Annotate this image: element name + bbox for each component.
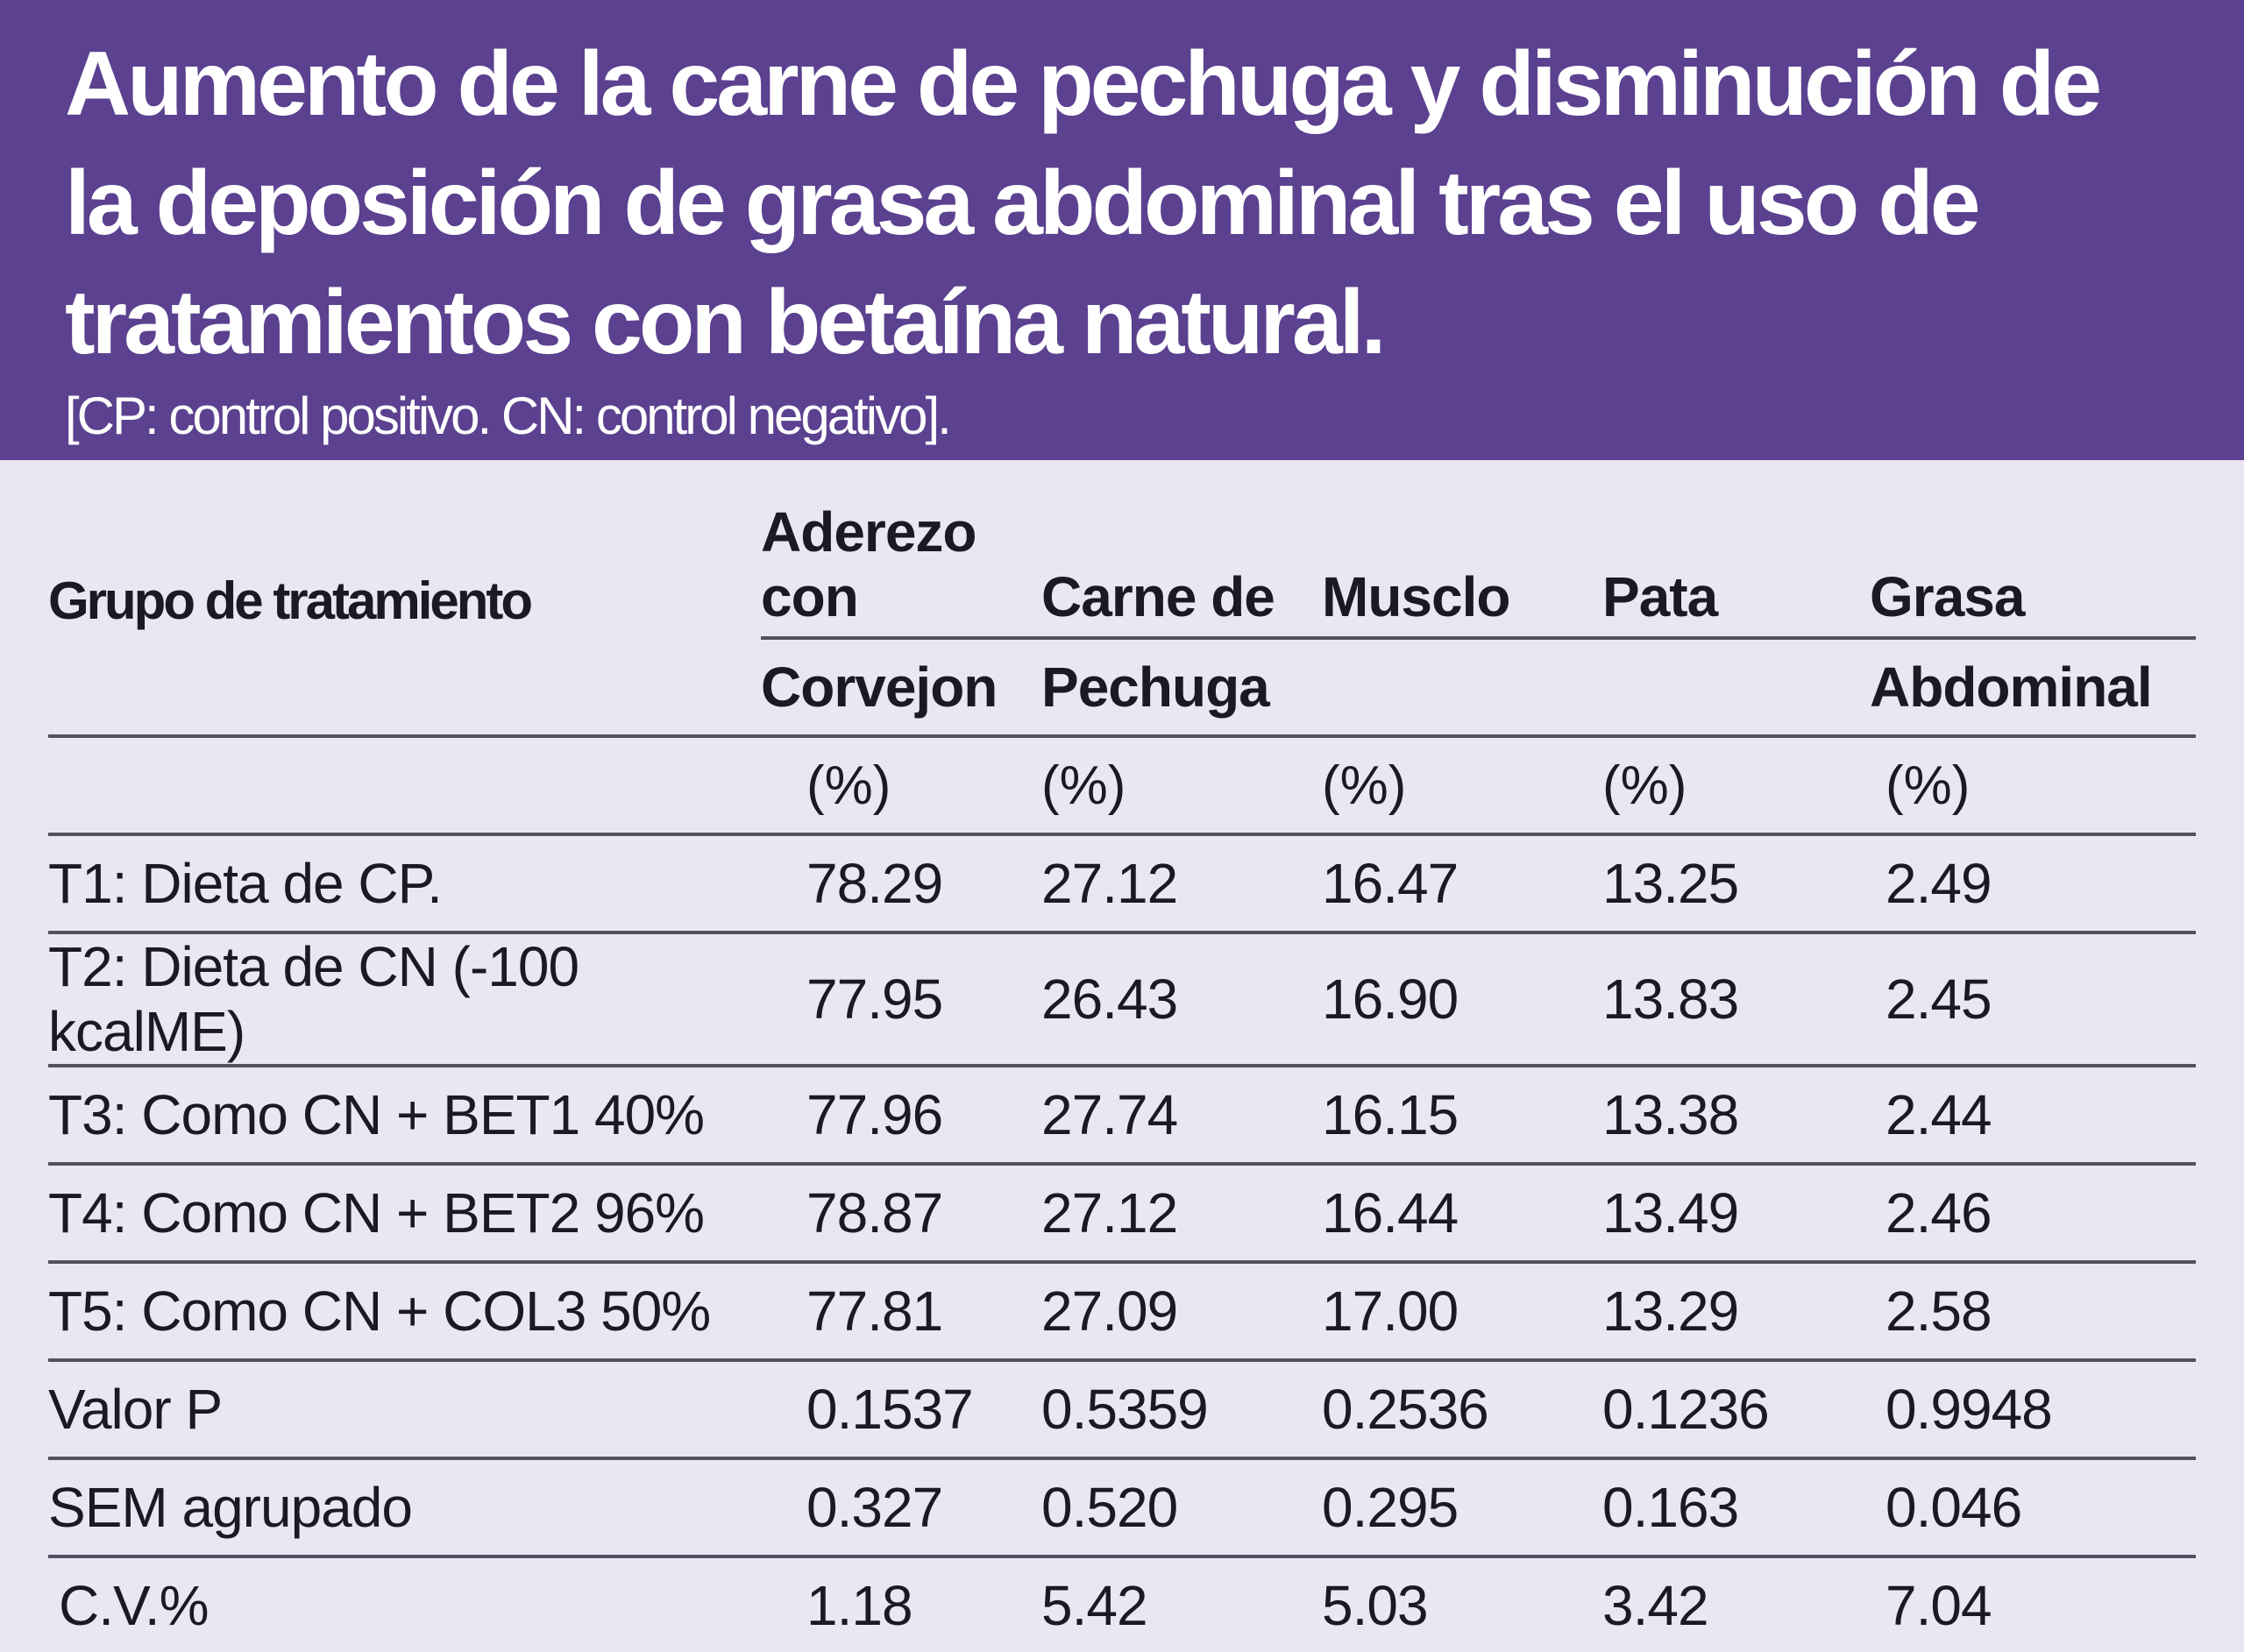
header-col-2-line2: Pechuga xyxy=(1041,638,1322,738)
cell-value-col-2: 26.43 xyxy=(1041,932,1322,1067)
cell-value-col-3: 16.47 xyxy=(1322,834,1602,934)
table-row: T5: Como CN + COL3 50% 77.81 27.09 17.00 13.… xyxy=(48,1262,2196,1362)
cell-value-col-3: 16.15 xyxy=(1322,1066,1602,1166)
header-col-1-line1: Aderezo con xyxy=(761,500,1041,640)
row-label: SEM agrupado xyxy=(48,1458,761,1558)
header-row-2: Corvejon Pechuga Abdominal xyxy=(48,638,2196,738)
results-table-container: Grupo de tratamiento Aderezo con Carne d… xyxy=(48,500,2196,1652)
cell-value-col-3: 5.03 xyxy=(1322,1556,1602,1652)
cell-value-col-3: 0.2536 xyxy=(1322,1360,1602,1460)
row-label: T2: Dieta de CN (-100 kcalME) xyxy=(48,932,761,1067)
cell-value-col-3: 16.90 xyxy=(1322,932,1602,1067)
row-label: T5: Como CN + COL3 50% xyxy=(48,1262,761,1362)
header-col-2-line1: Carne de xyxy=(1041,500,1322,640)
unit-row-empty xyxy=(48,736,761,836)
cell-value-col-5: 2.45 xyxy=(1870,932,2196,1067)
unit-col-1: (%) xyxy=(761,736,1041,836)
row-label: T4: Como CN + BET2 96% xyxy=(48,1164,761,1264)
unit-col-2: (%) xyxy=(1041,736,1322,836)
unit-col-5: (%) xyxy=(1870,736,2196,836)
cell-value-col-2: 27.12 xyxy=(1041,834,1322,934)
header-col-4-line2 xyxy=(1602,638,1870,738)
cell-value-col-4: 13.38 xyxy=(1602,1066,1870,1166)
header-col-1-line2: Corvejon xyxy=(761,638,1041,738)
cell-value-col-1: 78.29 xyxy=(761,834,1041,934)
row-label: Valor P xyxy=(48,1360,761,1460)
table-row: T3: Como CN + BET1 40% 77.96 27.74 16.15 13.… xyxy=(48,1066,2196,1166)
cell-value-col-3: 0.295 xyxy=(1322,1458,1602,1558)
header-col-5-line2: Abdominal xyxy=(1870,638,2196,738)
cell-value-col-4: 13.49 xyxy=(1602,1164,1870,1264)
table-row: SEM agrupado 0.327 0.520 0.295 0.163 0.046 xyxy=(48,1458,2196,1558)
cell-value-col-4: 3.42 xyxy=(1602,1556,1870,1652)
cell-value-col-4: 13.83 xyxy=(1602,932,1870,1067)
cell-value-col-1: 0.327 xyxy=(761,1458,1041,1558)
table-row: T2: Dieta de CN (-100 kcalME) 77.95 26.43 1… xyxy=(48,932,2196,1067)
cell-value-col-3: 17.00 xyxy=(1322,1262,1602,1362)
page-subtitle: [CP: control positivo. CN: control negat… xyxy=(65,386,952,445)
header-row-2-empty xyxy=(48,638,761,738)
cell-value-col-2: 0.5359 xyxy=(1041,1360,1322,1460)
cell-value-col-1: 78.87 xyxy=(761,1164,1041,1264)
table-row: T1: Dieta de CP. 78.29 27.12 16.47 13.25 2.49 xyxy=(48,834,2196,934)
cell-value-col-4: 13.29 xyxy=(1602,1262,1870,1362)
table-row: T4: Como CN + BET2 96% 78.87 27.12 16.44 13.… xyxy=(48,1164,2196,1264)
cell-value-col-2: 27.12 xyxy=(1041,1164,1322,1264)
cell-value-col-2: 27.74 xyxy=(1041,1066,1322,1166)
cell-value-col-2: 0.520 xyxy=(1041,1458,1322,1558)
cell-value-col-5: 0.046 xyxy=(1870,1458,2196,1558)
header-col-3-line2 xyxy=(1322,638,1602,738)
page-title: Aumento de la carne de pechuga y disminu… xyxy=(65,33,2102,373)
table-row: C.V.% 1.18 5.42 5.03 3.42 7.04 xyxy=(48,1556,2196,1652)
header-row-1: Grupo de tratamiento Aderezo con Carne d… xyxy=(48,500,2196,640)
row-label: T3: Como CN + BET1 40% xyxy=(48,1066,761,1166)
cell-value-col-1: 77.95 xyxy=(761,932,1041,1067)
cell-value-col-5: 2.44 xyxy=(1870,1066,2196,1166)
cell-value-col-5: 2.58 xyxy=(1870,1262,2196,1362)
cell-value-col-1: 77.81 xyxy=(761,1262,1041,1362)
cell-value-col-2: 27.09 xyxy=(1041,1262,1322,1362)
cell-value-col-5: 2.46 xyxy=(1870,1164,2196,1264)
cell-value-col-1: 77.96 xyxy=(761,1066,1041,1166)
cell-value-col-4: 13.25 xyxy=(1602,834,1870,934)
cell-value-col-1: 1.18 xyxy=(761,1556,1041,1652)
cell-value-col-5: 7.04 xyxy=(1870,1556,2196,1652)
header-group: Grupo de tratamiento xyxy=(48,571,533,630)
cell-value-col-3: 16.44 xyxy=(1322,1164,1602,1264)
cell-value-col-5: 0.9948 xyxy=(1870,1360,2196,1460)
table-row: Valor P 0.1537 0.5359 0.2536 0.1236 0.9948 xyxy=(48,1360,2196,1460)
row-label: T1: Dieta de CP. xyxy=(48,834,761,934)
cell-value-col-4: 0.163 xyxy=(1602,1458,1870,1558)
row-label: C.V.% xyxy=(48,1556,761,1652)
header-col-5-line1: Grasa xyxy=(1870,500,2196,640)
unit-col-4: (%) xyxy=(1602,736,1870,836)
results-table: Grupo de tratamiento Aderezo con Carne d… xyxy=(48,500,2196,1652)
unit-col-3: (%) xyxy=(1322,736,1602,836)
header-col-3-line1: Musclo xyxy=(1322,500,1602,640)
cell-value-col-5: 2.49 xyxy=(1870,834,2196,934)
unit-row: (%) (%) (%) (%) (%) xyxy=(48,736,2196,836)
cell-value-col-1: 0.1537 xyxy=(761,1360,1041,1460)
title-banner: Aumento de la carne de pechuga y disminu… xyxy=(0,0,2244,460)
header-col-4-line1: Pata xyxy=(1602,500,1870,640)
cell-value-col-2: 5.42 xyxy=(1041,1556,1322,1652)
table-body: T1: Dieta de CP. 78.29 27.12 16.47 13.25 2.49… xyxy=(48,834,2196,1652)
cell-value-col-4: 0.1236 xyxy=(1602,1360,1870,1460)
